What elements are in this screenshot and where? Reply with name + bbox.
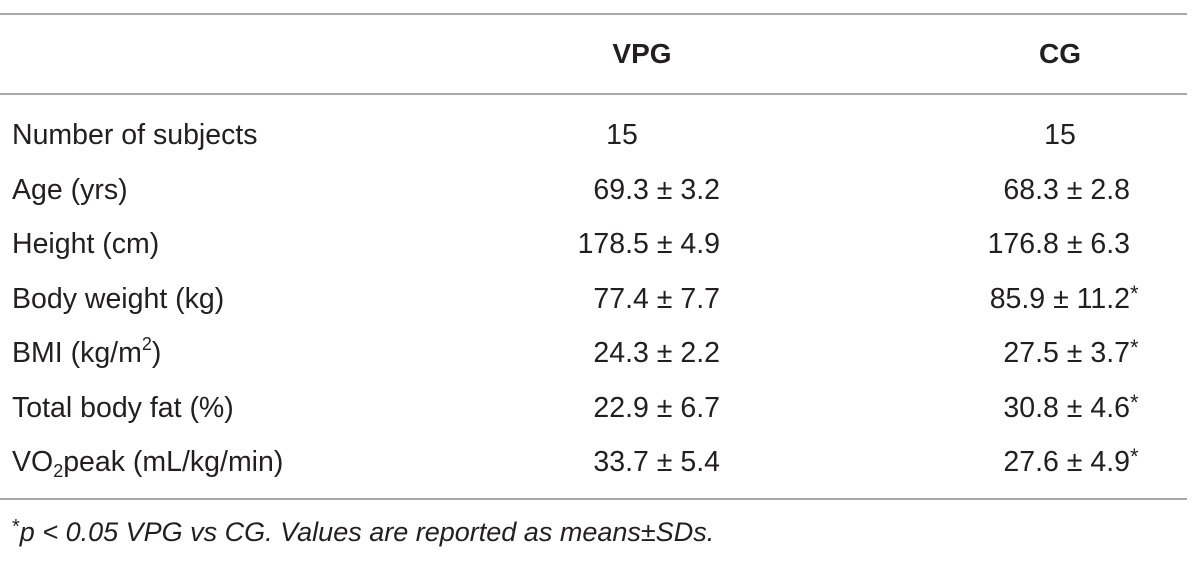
vpg-value: 33.7 ± 5.4	[593, 446, 720, 478]
vpg-value: 22.9 ± 6.7	[593, 391, 720, 424]
row-label: Number of subjects	[12, 119, 258, 151]
row-label: Age (yrs)	[12, 173, 128, 206]
row-label: Total body fat (%)	[12, 391, 234, 424]
row-label: BMI (kg/m2)	[12, 334, 162, 369]
table-row: Body weight (kg) 77.4 ± 7.7 85.9 ± 11.2*	[0, 272, 1200, 327]
row-label: Body weight (kg)	[12, 282, 225, 315]
table-bottom-rule	[0, 498, 1187, 500]
cg-value: 85.9 ± 11.2*	[990, 272, 1152, 327]
significance-mark: *	[1130, 280, 1139, 306]
vpg-value: 15	[606, 119, 638, 151]
table-row: Total body fat (%) 22.9 ± 6.7 30.8 ± 4.6…	[0, 381, 1200, 436]
vpg-value: 178.5 ± 4.9	[577, 228, 720, 260]
vpg-value: 69.3 ± 3.2	[593, 173, 720, 206]
footnote-mark: *	[12, 516, 20, 538]
row-label: VO2peak (mL/kg/min)	[12, 446, 284, 481]
column-header-vpg: VPG	[612, 38, 672, 69]
cg-value: 68.3 ± 2.8*	[1003, 173, 1130, 206]
vpg-value: 24.3 ± 2.2	[593, 337, 720, 369]
significance-mark: *	[1130, 335, 1139, 360]
table-row: Number of subjects 15 15	[0, 108, 1200, 163]
table-header-rule	[0, 93, 1187, 95]
table-row: Height (cm) 178.5 ± 4.9 176.8 ± 6.3*	[0, 217, 1200, 272]
cg-value: 27.5 ± 3.7*	[1003, 326, 1152, 381]
row-label: Height (cm)	[12, 228, 160, 260]
vpg-value: 77.4 ± 7.7	[593, 282, 720, 315]
column-header-cg: CG	[1039, 38, 1081, 69]
table-top-rule	[0, 13, 1187, 15]
significance-mark: *	[1130, 444, 1139, 469]
table-footnote: *p < 0.05 VPG vs CG. Values are reported…	[12, 510, 714, 554]
table-body: Number of subjects 15 15 Age (yrs) 69.3 …	[0, 108, 1200, 490]
cg-value: 27.6 ± 4.9*	[1003, 435, 1152, 490]
cg-value: 30.8 ± 4.6*	[1003, 381, 1152, 436]
table-row: Age (yrs) 69.3 ± 3.2 68.3 ± 2.8*	[0, 163, 1200, 218]
cg-value: 15	[1044, 119, 1076, 151]
cg-value: 176.8 ± 6.3*	[987, 228, 1130, 260]
significance-mark: *	[1130, 389, 1139, 415]
table-row: VO2peak (mL/kg/min) 33.7 ± 5.4 27.6 ± 4.…	[0, 435, 1200, 490]
footnote-text: p < 0.05 VPG vs CG. Values are reported …	[19, 517, 715, 547]
table-row: BMI (kg/m2) 24.3 ± 2.2 27.5 ± 3.7*	[0, 326, 1200, 381]
